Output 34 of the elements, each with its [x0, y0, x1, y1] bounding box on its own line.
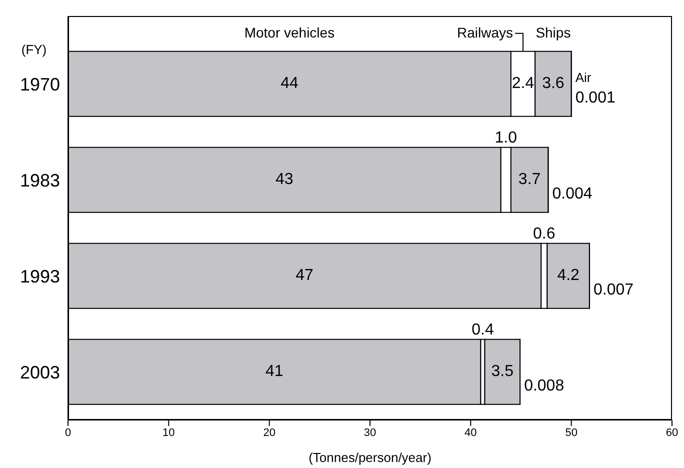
data-label: 41	[265, 363, 284, 380]
data-label: 3.6	[542, 75, 564, 92]
series-label: Railways	[457, 24, 514, 40]
series-label: Ships	[536, 24, 571, 40]
x-tick-label: 0	[64, 426, 72, 439]
x-tick-label: 20	[263, 426, 276, 439]
x-tick-label: 30	[364, 426, 376, 439]
y-tick-label: 1983	[20, 170, 60, 190]
y-tick-label: 1993	[20, 266, 60, 286]
data-label: 0.6	[533, 225, 556, 242]
data-label: 0.001	[575, 89, 616, 106]
x-tick-label: 60	[666, 426, 678, 439]
data-label: 0.008	[524, 377, 564, 394]
data-label: 0.007	[594, 281, 634, 298]
x-tick-label: 50	[565, 426, 578, 439]
data-label: 1.0	[494, 129, 518, 146]
data-label: 0.4	[472, 321, 494, 338]
data-label: 3.7	[518, 171, 541, 188]
bar	[484, 338, 520, 405]
data-label: 2.4	[512, 75, 534, 92]
data-label: 47	[296, 267, 314, 284]
data-label: 43	[276, 171, 294, 188]
y-tick-label: 2003	[20, 362, 60, 382]
series-label: Air	[575, 70, 592, 86]
series-label: Motor vehicles	[244, 24, 335, 40]
x-axis-title: (Tonnes/person/year)	[308, 450, 432, 465]
data-label: 4.2	[557, 267, 580, 284]
x-tick-label: 10	[162, 426, 175, 439]
y-tick-label: 1970	[20, 74, 60, 94]
y-axis-title: (FY)	[20, 42, 48, 57]
x-tick-label: 40	[464, 426, 477, 439]
data-label: 0.004	[552, 185, 592, 202]
data-label: 44	[280, 75, 298, 92]
data-label: 3.5	[491, 363, 514, 380]
